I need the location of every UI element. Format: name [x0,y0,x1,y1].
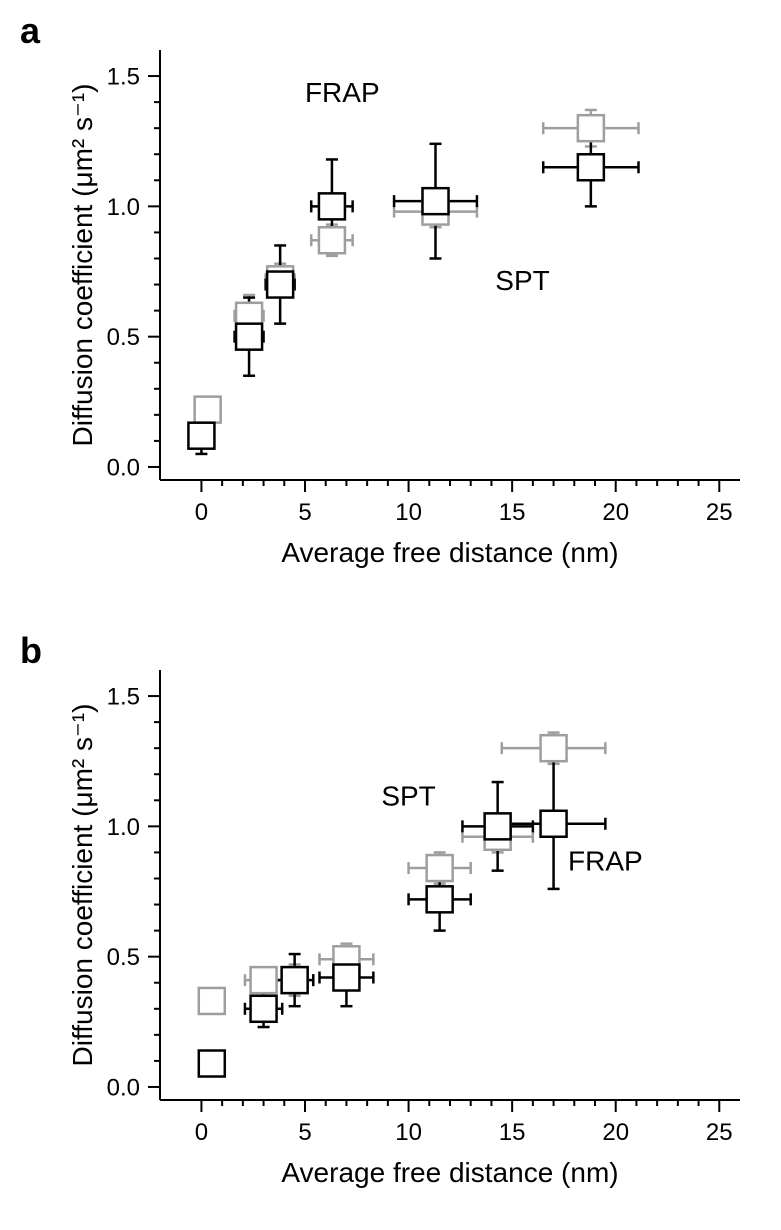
svg-text:25: 25 [706,499,733,526]
svg-text:FRAP: FRAP [305,77,380,108]
svg-text:Diffusion coefficient (μm² s⁻¹: Diffusion coefficient (μm² s⁻¹) [67,84,98,447]
svg-text:0: 0 [195,1119,208,1146]
svg-text:0.5: 0.5 [107,324,140,351]
svg-text:15: 15 [499,1119,526,1146]
figure-page: a 0 5 10 15 20 25 Average free distance (nm) 0.… [0,0,781,1230]
panel-b-label: b [20,630,42,672]
svg-text:Diffusion coefficient (μm² s⁻¹: Diffusion coefficient (μm² s⁻¹) [67,704,98,1067]
svg-text:FRAP: FRAP [568,846,643,877]
panel-a-label: a [20,10,40,52]
svg-text:0.5: 0.5 [107,944,140,971]
svg-text:0.0: 0.0 [107,454,140,481]
svg-text:20: 20 [602,1119,629,1146]
svg-text:10: 10 [395,1119,422,1146]
chart-b: 0 5 10 15 20 25 Average free distance (nm) 0.0 0… [20,630,760,1210]
svg-text:SPT: SPT [495,265,549,296]
svg-text:20: 20 [602,499,629,526]
svg-text:5: 5 [298,499,311,526]
chart-a: 0 5 10 15 20 25 Average free distance (nm) 0.0 0… [20,10,760,590]
svg-text:10: 10 [395,499,422,526]
svg-text:25: 25 [706,1119,733,1146]
svg-text:0.0: 0.0 [107,1074,140,1101]
svg-text:Average free distance (nm): Average free distance (nm) [281,537,618,568]
svg-text:Average free distance (nm): Average free distance (nm) [281,1157,618,1188]
svg-text:0: 0 [195,499,208,526]
svg-text:15: 15 [499,499,526,526]
svg-text:5: 5 [298,1119,311,1146]
svg-text:1.5: 1.5 [107,683,140,710]
panel-b: b 0 5 10 15 20 25 Average free distance (nm) 0.… [20,630,760,1210]
panel-a: a 0 5 10 15 20 25 Average free distance (nm) 0.… [20,10,760,590]
svg-text:SPT: SPT [381,781,435,812]
svg-text:1.5: 1.5 [107,63,140,90]
svg-text:1.0: 1.0 [107,194,140,221]
svg-text:1.0: 1.0 [107,814,140,841]
